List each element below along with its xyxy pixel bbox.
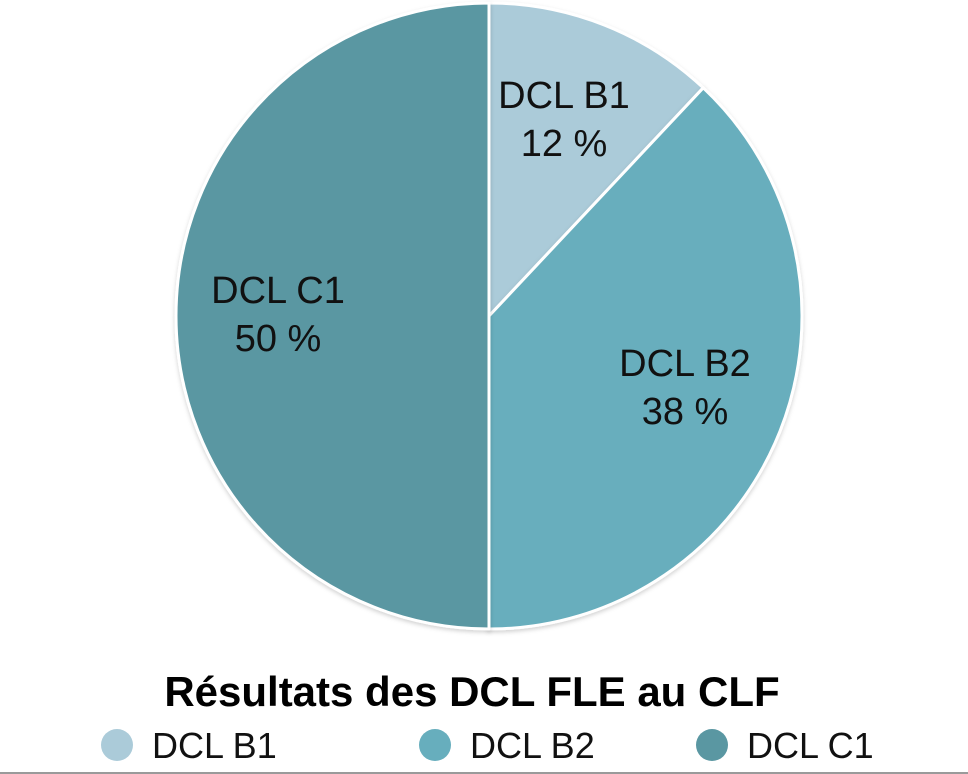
legend-label: DCL B2 xyxy=(470,725,595,766)
slice-label-value: 12 % xyxy=(521,123,608,165)
pie-slices xyxy=(174,1,804,631)
legend: DCL B1 DCL B2 DCL C1 xyxy=(101,725,874,766)
slice-label-value: 50 % xyxy=(235,318,322,360)
bottom-divider xyxy=(0,772,968,774)
slice-label-category: DCL C1 xyxy=(211,270,345,312)
legend-marker xyxy=(419,729,451,761)
legend-label: DCL B1 xyxy=(152,725,277,766)
legend-marker xyxy=(101,729,133,761)
slice-label-category: DCL B1 xyxy=(498,75,630,117)
chart-title: Résultats des DCL FLE au CLF xyxy=(164,668,779,715)
legend-item-dcl-b1: DCL B1 xyxy=(101,725,277,766)
slice-label-value: 38 % xyxy=(642,391,729,433)
slice-label-category: DCL B2 xyxy=(619,343,751,385)
legend-marker xyxy=(696,729,728,761)
legend-item-dcl-b2: DCL B2 xyxy=(419,725,595,766)
pie-slice-dcl-c1 xyxy=(174,1,491,631)
pie-slice-labels: DCL B1 12 % DCL B2 38 % DCL C1 50 % xyxy=(211,75,751,433)
pie-slice-dcl-b1 xyxy=(487,1,705,318)
pie-slice-dcl-b2 xyxy=(487,86,804,631)
legend-label: DCL C1 xyxy=(747,725,874,766)
legend-item-dcl-c1: DCL C1 xyxy=(696,725,874,766)
